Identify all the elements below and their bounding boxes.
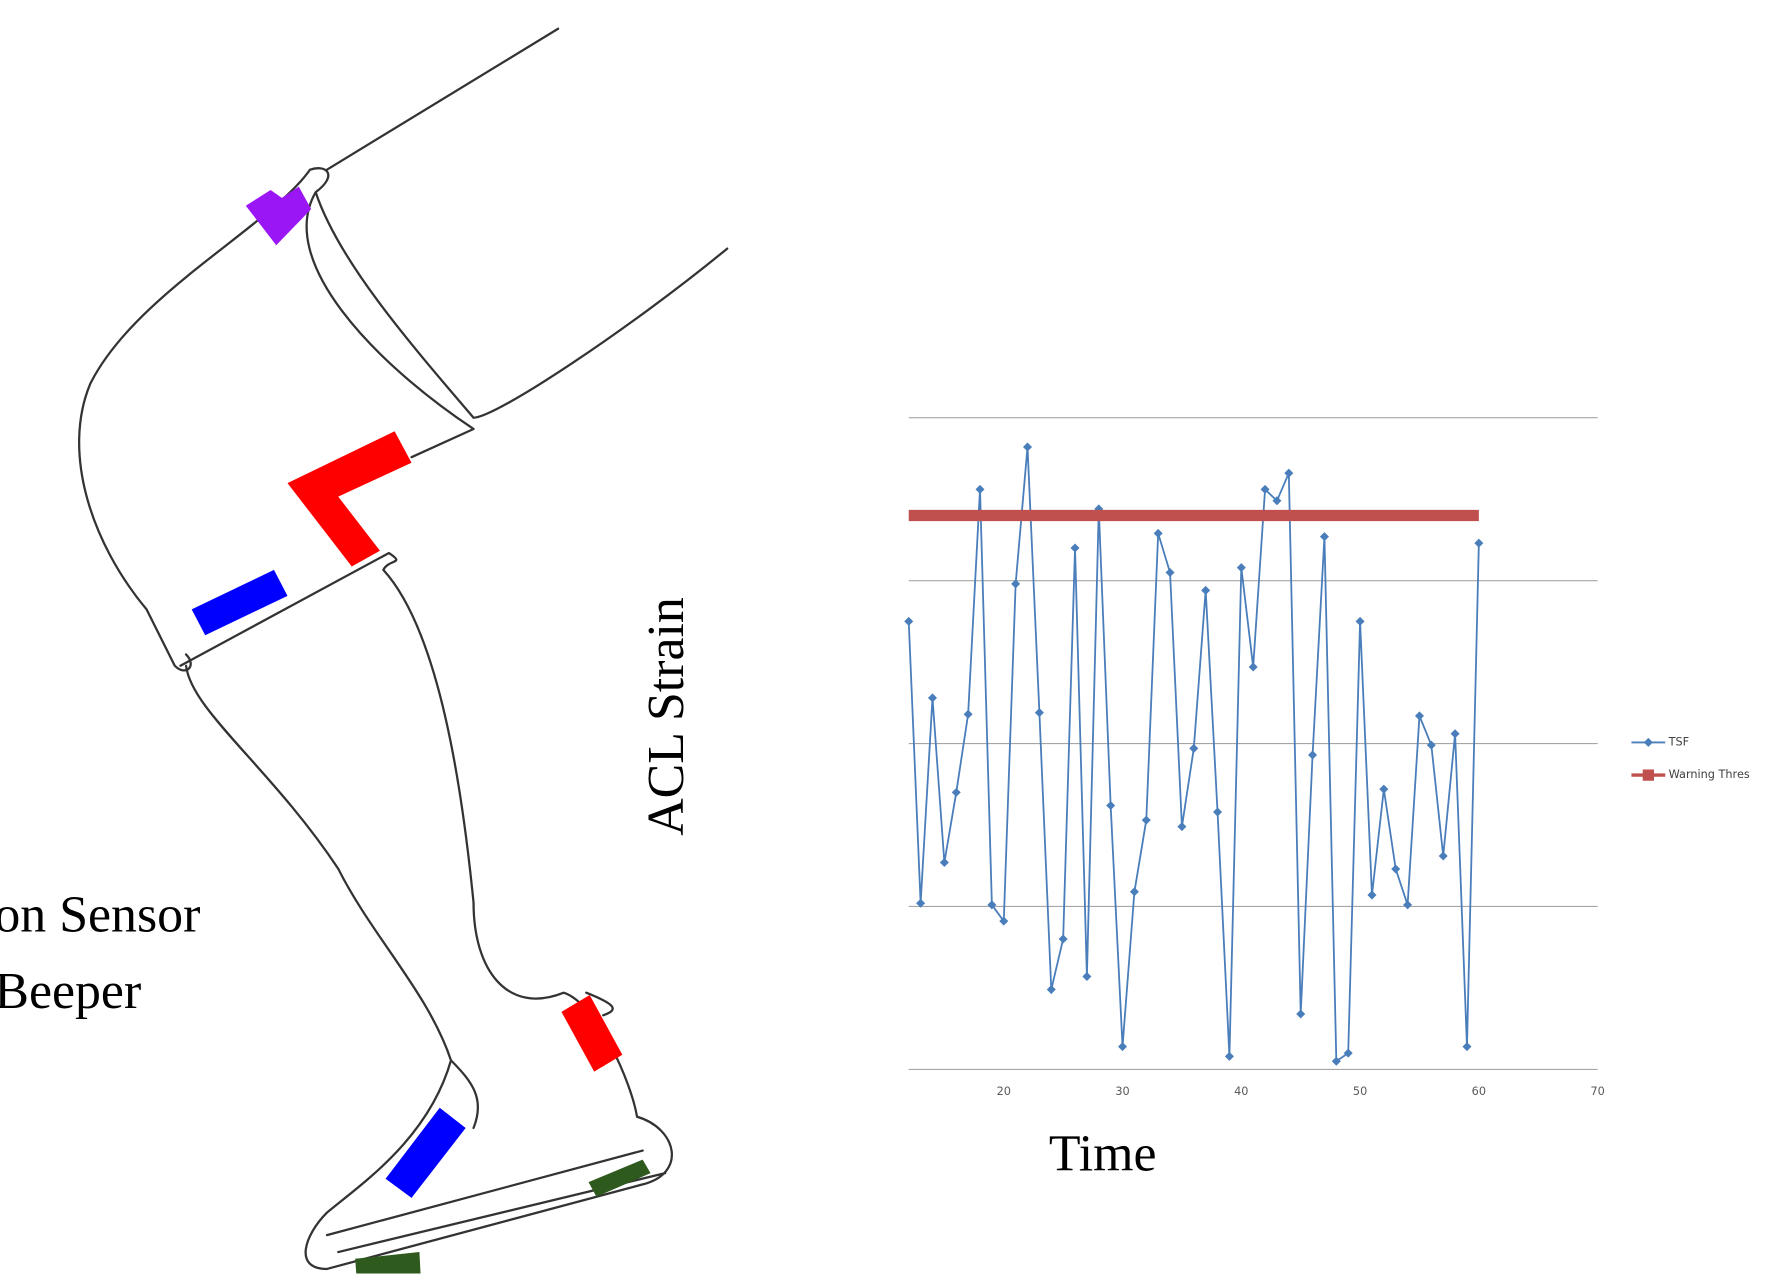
marker [1035, 708, 1044, 717]
sensor-blue [386, 1108, 466, 1198]
marker [1023, 443, 1032, 452]
y-axis-label: ACL Strain [638, 597, 695, 836]
x-tick-label: 60 [1472, 1085, 1486, 1098]
figure-label: on Sensor [0, 886, 200, 943]
sensor-purple [246, 187, 311, 246]
marker [1391, 864, 1400, 873]
legend-swatch [1643, 769, 1654, 780]
marker [1154, 529, 1163, 538]
x-tick-label: 50 [1353, 1085, 1367, 1098]
sensor-green [355, 1252, 420, 1273]
marker [1379, 785, 1388, 794]
marker [1047, 985, 1056, 994]
marker [1403, 900, 1412, 909]
marker [1225, 1052, 1234, 1061]
marker [975, 485, 984, 494]
marker [1130, 887, 1139, 896]
page: {"figure": {"labels": ["on Sensor", "Bee… [0, 0, 1769, 1274]
leg-drawing [79, 29, 727, 1274]
marker [1071, 544, 1080, 553]
x-tick-label: 40 [1234, 1085, 1248, 1098]
marker [1201, 586, 1210, 595]
figure: on Sensor Beeper ACL Strain Time 20 30 40 5… [0, 0, 1769, 1274]
marker [1082, 972, 1091, 981]
sensor-red [288, 431, 412, 566]
marker [1106, 801, 1115, 810]
marker [1059, 935, 1068, 944]
marker [940, 858, 949, 867]
marker [964, 710, 973, 719]
marker [1142, 816, 1151, 825]
legend-label: Warning Thres [1669, 768, 1750, 781]
data-line [909, 447, 1479, 1061]
marker [1308, 750, 1317, 759]
x-tick-label: 20 [997, 1085, 1011, 1098]
x-tick-label: 70 [1590, 1085, 1604, 1098]
marker [1439, 851, 1448, 860]
marker [1213, 807, 1222, 816]
marker [1356, 617, 1365, 626]
marker [1462, 1042, 1471, 1051]
legend-label: TSF [1668, 735, 1690, 748]
marker [1451, 729, 1460, 738]
legend-swatch [1644, 738, 1653, 747]
marker [1320, 532, 1329, 541]
marker [1177, 822, 1186, 831]
marker [1237, 563, 1246, 572]
marker [1249, 662, 1258, 671]
marker [1166, 568, 1175, 577]
marker [1427, 741, 1436, 750]
marker [904, 617, 913, 626]
marker [1189, 744, 1198, 753]
marker [1474, 539, 1483, 548]
sensor-blue [192, 570, 288, 635]
marker [1415, 711, 1424, 720]
x-tick-label: 30 [1115, 1085, 1129, 1098]
marker [952, 788, 961, 797]
marker [1296, 1009, 1305, 1018]
marker [1118, 1042, 1127, 1051]
marker [1284, 469, 1293, 478]
marker [928, 693, 937, 702]
marker [1367, 891, 1376, 900]
figure-label: Beeper [0, 963, 141, 1020]
x-axis-label: Time [1049, 1125, 1157, 1182]
